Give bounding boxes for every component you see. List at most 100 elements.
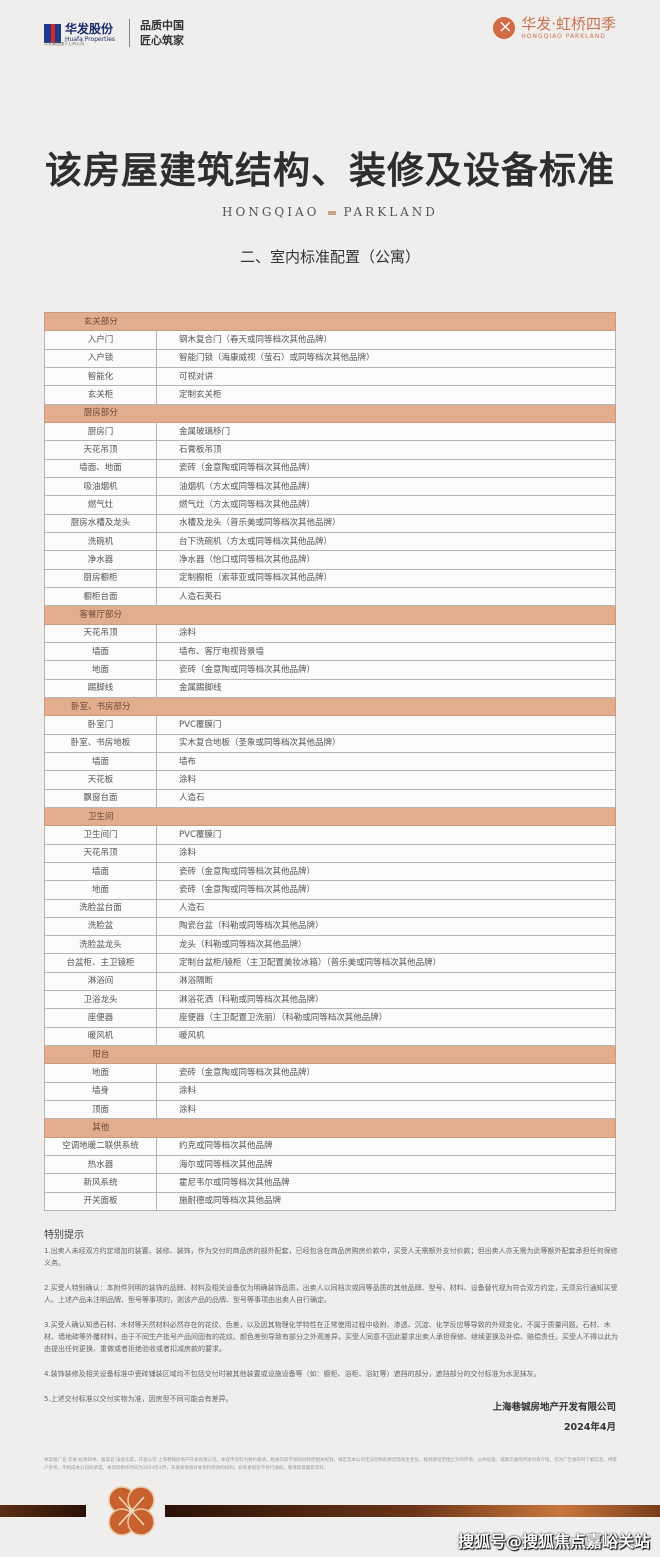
- huafa-logo: 华发股份 Huafa Properties 华发集团旗下上市公司 品质中国 匠心…: [44, 18, 184, 48]
- section-header-row: 厨房部分: [44, 403, 616, 423]
- item-spec: 墙布、客厅电视背景墙: [156, 641, 616, 662]
- section-name: 厨房部分: [44, 403, 157, 423]
- item-spec: 人造石: [156, 788, 616, 808]
- item-spec: 墙布: [156, 751, 616, 772]
- disclaimer: 本案推广名:华发·虹桥四季，备案名:溪语华庭，开发公司:上海巷铖房地产开发有限公…: [44, 1458, 617, 1471]
- item-name: 墙面: [44, 641, 157, 662]
- item-name: 墙身: [44, 1081, 157, 1102]
- project-logo: 华发·虹桥四季 HONGQIAO PARKLAND: [493, 16, 616, 40]
- table-row: 墙身 涂料: [44, 1081, 616, 1102]
- item-spec: 石膏板吊顶: [156, 440, 616, 460]
- item-spec: 霍尼韦尔或同等档次其他品牌: [156, 1173, 616, 1193]
- section-name: 其他: [44, 1118, 157, 1138]
- section-fill: [156, 696, 616, 717]
- table-row: 智能化 可视对讲: [44, 366, 616, 387]
- section-header-row: 其他: [44, 1118, 616, 1138]
- section-name: 卧室、书房部分: [44, 696, 157, 717]
- section-header-row: 客餐厅部分: [44, 605, 616, 625]
- item-name: 淋浴间: [44, 971, 157, 992]
- item-name: 橱柜台面: [44, 586, 157, 607]
- table-row: 燃气灶 燃气灶（方太或同等档次其他品牌）: [44, 495, 616, 515]
- table-row: 墙面 墙布: [44, 751, 616, 772]
- item-spec: 龙头（科勒或同等档次其他品牌）: [156, 935, 616, 955]
- table-row: 橱柜台面 人造石英石: [44, 586, 616, 607]
- table-row: 新风系统 霍尼韦尔或同等档次其他品牌: [44, 1173, 616, 1193]
- item-name: 天花吊顶: [44, 440, 157, 460]
- left-brand: 华发股份: [65, 22, 114, 36]
- item-name: 洗脸盆: [44, 916, 157, 937]
- item-name: 卧室、书房地板: [44, 733, 157, 753]
- item-name: 燃气灶: [44, 495, 157, 515]
- section-fill: [156, 1118, 616, 1138]
- table-row: 墙面 墙布、客厅电视背景墙: [44, 641, 616, 662]
- decorative-band-right: [165, 1505, 660, 1517]
- subtitle: 二、室内标准配置（公寓）: [239, 248, 420, 266]
- item-name: 地面: [44, 660, 157, 680]
- item-name: 暖风机: [44, 1026, 157, 1047]
- item-spec: 油烟机（方太或同等档次其他品牌）: [156, 476, 616, 497]
- item-spec: 陶瓷台盆（科勒或同等档次其他品牌）: [156, 916, 616, 937]
- item-name: 新风系统: [44, 1173, 157, 1193]
- item-spec: 涂料: [156, 1081, 616, 1102]
- table-row: 吸油烟机 油烟机（方太或同等档次其他品牌）: [44, 476, 616, 497]
- table-row: 墙面 瓷砖（金意陶或同等档次其他品牌）: [44, 861, 616, 882]
- section-header-row: 阳台: [44, 1045, 616, 1065]
- table-row: 卫浴龙头 淋浴花洒（科勒或同等档次其他品牌）: [44, 990, 616, 1010]
- item-spec: 约克或同等档次其他品牌: [156, 1136, 616, 1157]
- item-name: 天花吊顶: [44, 843, 157, 863]
- item-spec: 定制橱柜（索菲亚或同等档次其他品牌）: [156, 568, 616, 588]
- note-item: 3.买受人确认知悉石材、木材等天然材料必然存在的花纹、色差，以及因其物理化学特性…: [44, 1321, 618, 1353]
- item-spec: 可视对讲: [156, 366, 616, 387]
- section-header-row: 卫生间: [44, 806, 616, 827]
- item-spec: 暖风机: [156, 1026, 616, 1047]
- item-spec: 人造石英石: [156, 586, 616, 607]
- brand-separator-icon: [327, 210, 336, 215]
- item-name: 顶面: [44, 1100, 157, 1120]
- section-name: 阳台: [44, 1045, 157, 1065]
- item-spec: 涂料: [156, 623, 616, 643]
- logo-divider: [129, 19, 131, 47]
- brand-line: HONGQIAO PARKLAND: [0, 205, 660, 219]
- item-spec: 淋浴隔断: [156, 971, 616, 992]
- item-name: 台盆柜、主卫镜柜: [44, 953, 157, 973]
- table-row: 天花吊顶 石膏板吊顶: [44, 440, 616, 460]
- table-row: 空调地暖二联供系统 约克或同等档次其他品牌: [44, 1136, 616, 1157]
- item-spec: 瓷砖（金意陶或同等档次其他品牌）: [156, 1063, 616, 1083]
- section-fill: [156, 1045, 616, 1065]
- item-spec: 瓷砖（金意陶或同等档次其他品牌）: [156, 861, 616, 882]
- item-spec: PVC覆膜门: [156, 825, 616, 845]
- table-row: 墙面、地面 瓷砖（金意陶或同等档次其他品牌）: [44, 458, 616, 478]
- item-name: 厨房橱柜: [44, 568, 157, 588]
- item-name: 天花吊顶: [44, 623, 157, 643]
- table-row: 淋浴间 淋浴隔断: [44, 971, 616, 992]
- item-name: 地面: [44, 1063, 157, 1083]
- item-name: 厨房水槽及龙头: [44, 513, 157, 533]
- item-name: 入户门: [44, 330, 157, 350]
- left-brand-en: Huafa Properties: [65, 36, 116, 43]
- item-spec: 燃气灶（方太或同等档次其他品牌）: [156, 495, 616, 515]
- left-brand-sub: 华发集团旗下上市公司: [44, 41, 84, 46]
- table-row: 玄关柜 定制玄关柜: [44, 385, 616, 405]
- item-spec: 定制玄关柜: [156, 385, 616, 405]
- table-row: 顶面 涂料: [44, 1100, 616, 1120]
- standards-table: 玄关部分 入户门 钢木复合门（春天或同等档次其他品牌） 入户锁 智能门锁（海康威视（萤石…: [44, 311, 616, 1212]
- table-row: 热水器 海尔或同等档次其他品牌: [44, 1155, 616, 1175]
- item-name: 洗脸盆台面: [44, 898, 157, 918]
- table-row: 天花吊顶 涂料: [44, 843, 616, 863]
- table-row: 入户锁 智能门锁（海康威视（萤石）或同等档次其他品牌）: [44, 348, 616, 368]
- item-name: 座便器: [44, 1008, 157, 1028]
- table-row: 厨房门 金属玻璃移门: [44, 421, 616, 442]
- notes: 特别提示 1.出卖人未经双方约定增加的装置、装修、装饰，作为交付的商品房的部外配…: [44, 1230, 622, 1418]
- right-brand-en: HONGQIAO PARKLAND: [521, 33, 606, 40]
- item-spec: PVC覆膜门: [156, 715, 616, 735]
- table-row: 卫生间门 PVC覆膜门: [44, 825, 616, 845]
- item-name: 吸油烟机: [44, 476, 157, 497]
- table-row: 开关面板 施耐德或同等档次其他品牌: [44, 1191, 616, 1212]
- flower-emblem-icon: [108, 1486, 155, 1536]
- item-spec: 瓷砖（金意陶或同等档次其他品牌）: [156, 880, 616, 900]
- item-spec: 实木复合地板（圣象或同等档次其他品牌）: [156, 733, 616, 753]
- table-row: 地面 瓷砖（金意陶或同等档次其他品牌）: [44, 880, 616, 900]
- item-name: 开关面板: [44, 1191, 157, 1212]
- item-name: 地面: [44, 880, 157, 900]
- item-name: 入户锁: [44, 348, 157, 368]
